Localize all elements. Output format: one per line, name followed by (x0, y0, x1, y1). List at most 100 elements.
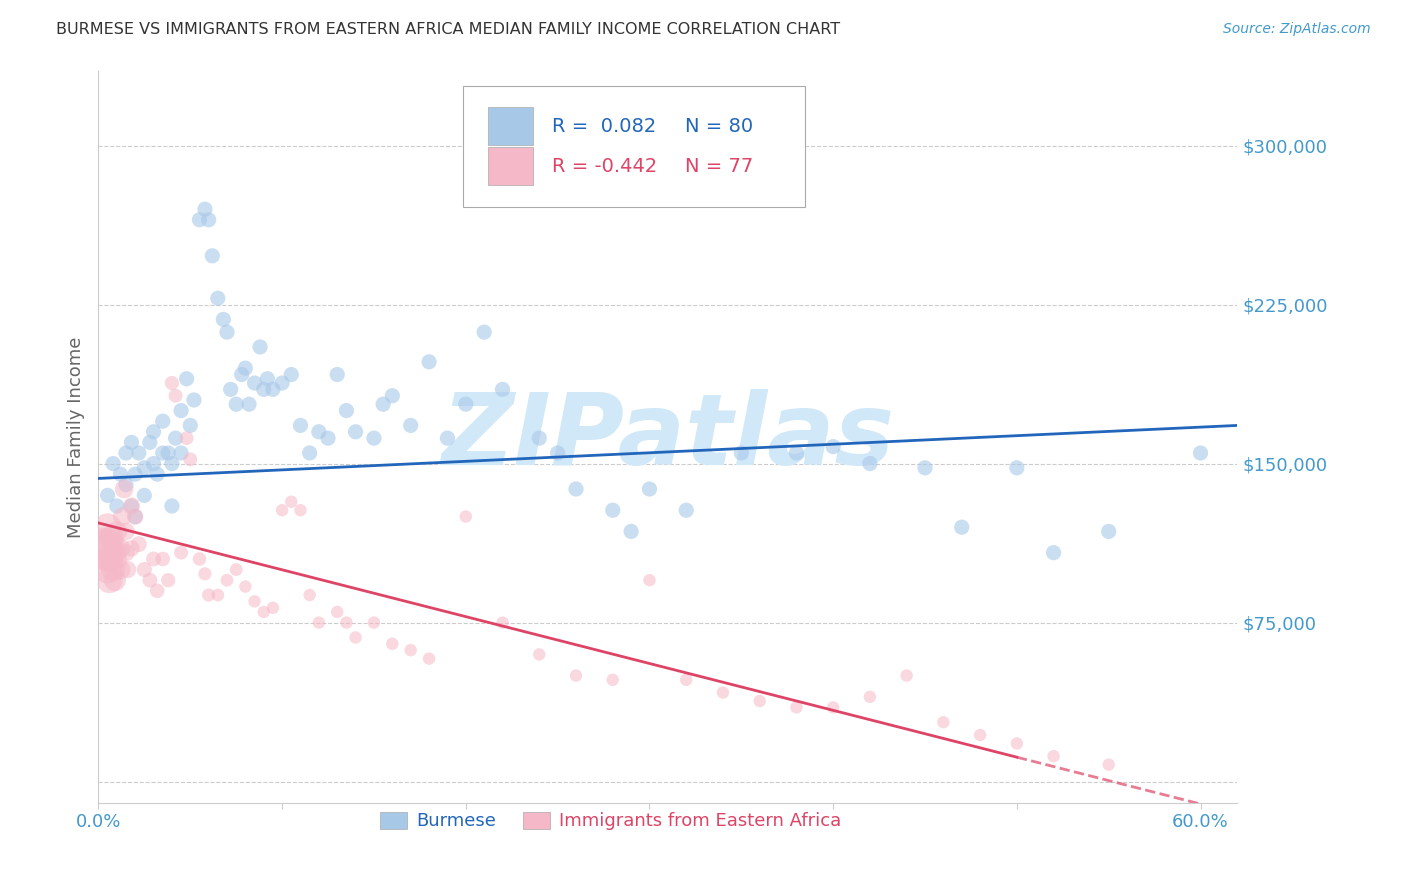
Point (101, 457, 124, 471)
FancyBboxPatch shape (488, 147, 533, 186)
Point (1042, 546, 1064, 560)
Point (104, 546, 127, 560)
Point (308, 425, 330, 439)
Point (454, 397, 477, 411)
Point (262, 600, 284, 615)
Legend: Burmese, Immigrants from Eastern Africa: Burmese, Immigrants from Eastern Africa (373, 805, 849, 838)
Point (139, 573, 162, 587)
Point (271, 503, 294, 517)
Point (1189, 446, 1212, 460)
Point (97, 563, 120, 577)
Point (491, 615, 513, 630)
Point (620, 524, 643, 539)
Point (363, 615, 385, 630)
Point (243, 594, 266, 608)
Point (157, 446, 180, 460)
Point (142, 425, 165, 439)
Point (219, 383, 242, 397)
Point (418, 651, 440, 665)
Point (675, 673, 697, 687)
Point (197, 588, 219, 602)
Point (188, 212, 211, 227)
Point (160, 376, 183, 390)
Point (91, 541, 114, 556)
Point (823, 700, 845, 714)
Point (565, 482, 588, 496)
Point (165, 431, 187, 445)
Point (124, 509, 146, 524)
Point (207, 588, 229, 602)
Point (160, 457, 183, 471)
Point (1042, 749, 1064, 764)
Point (399, 643, 422, 657)
Point (105, 524, 128, 539)
Point (271, 376, 294, 390)
Point (547, 446, 569, 460)
Point (121, 541, 143, 556)
Text: Source: ZipAtlas.com: Source: ZipAtlas.com (1223, 22, 1371, 37)
Point (97, 520, 120, 534)
Point (238, 397, 260, 411)
Point (94, 537, 117, 551)
Point (115, 524, 138, 539)
Point (128, 446, 150, 460)
Point (111, 509, 134, 524)
Point (134, 460, 156, 475)
Point (110, 467, 132, 482)
Point (381, 389, 404, 403)
Point (298, 588, 321, 602)
Point (256, 372, 278, 386)
Point (183, 392, 205, 407)
Point (1005, 736, 1028, 750)
Point (1098, 757, 1121, 772)
Point (165, 389, 187, 403)
Point (859, 690, 882, 704)
Point (711, 685, 734, 699)
Point (326, 605, 349, 619)
Point (124, 509, 146, 524)
Point (262, 383, 284, 397)
Point (105, 499, 128, 513)
Point (134, 488, 156, 502)
Point (290, 503, 312, 517)
Point (785, 446, 807, 460)
Point (932, 715, 955, 730)
Point (117, 563, 139, 577)
Point (308, 615, 330, 630)
Point (101, 537, 124, 551)
Point (335, 615, 357, 630)
Point (436, 431, 458, 445)
Point (121, 435, 143, 450)
Point (115, 446, 138, 460)
Point (298, 446, 321, 460)
Point (730, 446, 752, 460)
Point (326, 368, 349, 382)
Point (231, 368, 253, 382)
Point (225, 397, 247, 411)
Y-axis label: Median Family Income: Median Family Income (66, 336, 84, 538)
Point (823, 440, 845, 454)
Point (134, 563, 156, 577)
Text: R = -0.442: R = -0.442 (551, 157, 657, 176)
Point (1098, 524, 1121, 539)
Point (197, 212, 219, 227)
Point (157, 573, 180, 587)
Point (914, 460, 936, 475)
Point (344, 425, 367, 439)
Point (969, 728, 991, 742)
Point (194, 566, 217, 581)
Point (859, 457, 882, 471)
Point (170, 403, 193, 417)
Point (212, 312, 235, 326)
Text: ZIPatlas: ZIPatlas (441, 389, 894, 485)
Point (529, 431, 551, 445)
Point (101, 563, 124, 577)
Point (225, 563, 247, 577)
Point (280, 494, 302, 508)
Point (215, 325, 238, 339)
Point (785, 700, 807, 714)
Point (142, 457, 165, 471)
Point (93, 546, 115, 560)
Point (201, 249, 224, 263)
Text: R =  0.082: R = 0.082 (551, 117, 657, 136)
